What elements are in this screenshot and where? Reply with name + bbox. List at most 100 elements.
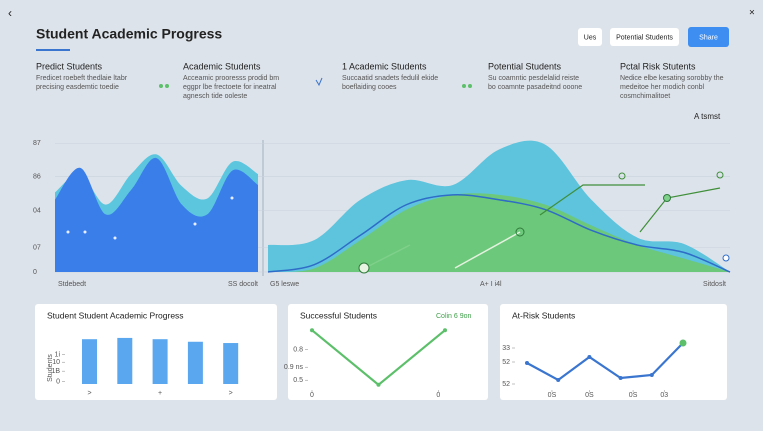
icon [159,84,163,88]
y-axis-label: Students [47,354,54,382]
area [55,157,258,272]
point [618,376,623,380]
button[interactable] [688,27,729,47]
y-tick-label: 0 [33,269,37,276]
x-tick-label: > [229,390,233,397]
point [649,373,654,377]
summary-title: Predict Students [36,61,103,71]
x-tick-label: + [158,390,162,397]
trend-marker [358,262,370,274]
y-tick-label: 0.8 [293,347,303,354]
y-tick-label: 33 [502,345,510,352]
summary-title: Pctal Risk Stutents [620,61,696,71]
button-label[interactable]: Share [699,34,718,41]
trend-line [454,231,521,269]
x-label: Sitdoslt [703,281,726,288]
y-tick-label: 52 [502,359,510,366]
card-title: Successful Students [300,310,377,320]
summary-line: Acceamic prooresss prodid bm [183,75,279,82]
bar [117,337,133,384]
bar [82,339,97,384]
trend-marker [716,171,724,179]
summary-title: Academic Students [183,61,261,71]
button-label[interactable]: Potential Students [616,34,673,41]
x-tick-label: 03 [660,392,668,399]
point-marker [193,222,197,226]
summary-title: 1 Academic Students [342,61,427,71]
icon [462,84,466,88]
y-tick-label: 86 [33,173,41,180]
x-label: SS docolt [228,281,258,288]
line [267,193,731,273]
point [587,355,592,359]
summary-line: eggpr lbe frectoete for ineatral [183,84,277,91]
point [556,378,561,382]
card-badge: Colin 6 9on [436,313,472,320]
point [310,328,314,333]
button[interactable] [578,28,602,46]
point [443,328,447,333]
summary-line: cosmchimalitoet [620,93,670,100]
x-tick-label: 0 [436,392,440,399]
title-underline [36,49,70,51]
summary-line: medeitoe her modich conbl [620,84,704,91]
point-marker [83,230,87,234]
x-tick-label: 0S [629,392,638,399]
y-tick-label: 1i [55,351,61,358]
y-tick-label: 1B [51,368,60,375]
x-tick-label: 0S [548,392,557,399]
trend-marker [515,227,525,237]
card-title: At-Risk Students [512,310,575,320]
point-marker [230,196,234,200]
x-label: A+ I i4l [480,281,502,288]
icon [165,84,169,88]
back-button[interactable]: ‹ [8,6,12,20]
trend-line [539,184,645,216]
trend-overlay [358,171,730,274]
point-marker [66,230,70,234]
y-tick-label: 0 [56,378,60,385]
x-tick-label: 0 [310,392,314,399]
button-label[interactable]: Ues [584,34,597,41]
summary-line: agnesch tide ooleste [183,93,247,100]
y-tick-label: 0.5 [293,377,303,384]
icon [315,77,323,87]
card-title: Student Student Academic Progress [47,310,184,320]
bar [187,341,203,384]
area [268,193,730,272]
x-label: G5 leswe [270,281,299,288]
main-chart: 0 07 04 86 87 Stdebedt SS docolt G5 leswe A+ I i… [33,140,731,288]
card [288,304,488,400]
x-tick-label: 0S [585,392,594,399]
button[interactable] [610,28,679,46]
summary-line: Fredicet roebeft thedlaie ltabr [36,75,128,82]
summary-line: Succaatid snadets fedulil ekide [342,75,438,82]
summary-title: Potential Students [488,61,562,71]
y-tick-label: 0.9 ns [284,364,304,371]
summary-line: Su coamntic pesdelalid reiste [488,75,579,82]
page-title: Student Academic Progress [36,26,222,42]
point [376,382,381,387]
trend-marker [663,194,671,202]
close-button[interactable]: × [749,8,755,19]
y-tick-label: 87 [33,140,41,147]
y-tick-label: 52 [502,381,510,388]
summary-line: precising easdemtic toedie [36,84,119,91]
bar [223,343,239,384]
filter-dropdown[interactable]: A tsmst [694,112,721,121]
summary-line: bo coamnte pasadeitnd ooone [488,84,582,91]
trend-line [364,244,411,269]
trend-marker [722,254,730,262]
card [500,304,727,400]
line [526,342,684,382]
y-tick-label: 04 [33,208,41,215]
point [525,361,529,365]
cards: Student Student Academic Progress 0 1B 101i… [35,304,727,400]
y-tick-label: 07 [33,244,41,251]
icon [468,84,472,88]
point [679,339,687,347]
trend-marker [618,172,626,180]
y-tick-label: 10 [52,359,60,366]
summary-line: boeflaiding cooes [342,84,397,91]
